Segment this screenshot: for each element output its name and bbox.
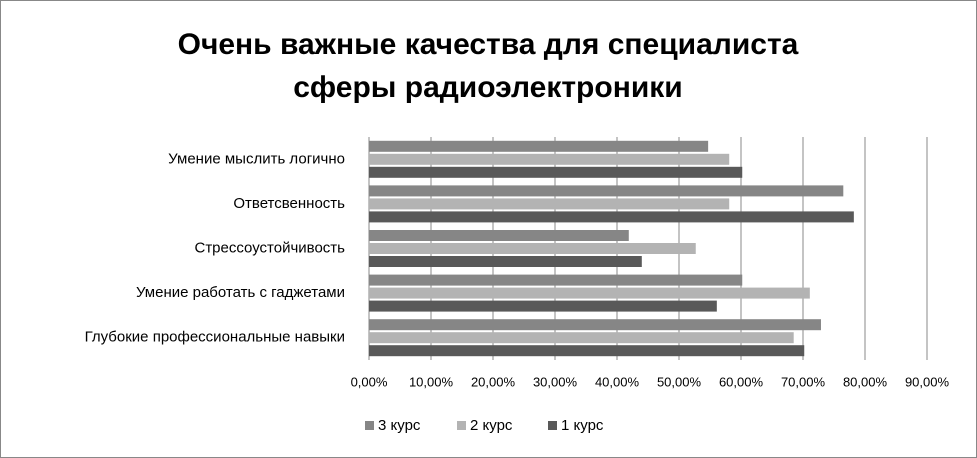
bar (369, 198, 730, 210)
x-tick-label: 70,00% (781, 374, 826, 389)
bar (369, 319, 821, 331)
legend-label: 1 курс (561, 417, 604, 434)
chart-title: Очень важные качества для специалиста (178, 28, 799, 61)
bar (369, 211, 854, 223)
y-tick-label: Ответсвенность (233, 195, 345, 212)
bar (369, 345, 805, 357)
bar (369, 140, 709, 152)
bar (369, 185, 844, 197)
chart-title: сферы радиоэлектроники (293, 71, 682, 104)
x-tick-label: 30,00% (533, 374, 578, 389)
y-tick-label: Глубокие профессиональные навыки (85, 329, 345, 346)
x-tick-label: 50,00% (657, 374, 702, 389)
legend-swatch (548, 421, 557, 430)
bar (369, 256, 642, 267)
bar (369, 153, 730, 165)
bar (369, 300, 717, 312)
bar (369, 243, 696, 254)
y-tick-label: Умение мыслить логично (168, 150, 345, 167)
legend-swatch (365, 421, 374, 430)
legend-label: 2 курс (470, 417, 513, 434)
bar (369, 332, 794, 344)
y-tick-label: Умение работать с гаджетами (136, 284, 345, 301)
bar (369, 230, 629, 241)
x-tick-label: 0,00% (351, 374, 388, 389)
x-tick-label: 60,00% (719, 374, 764, 389)
x-tick-label: 20,00% (471, 374, 516, 389)
legend-swatch (457, 421, 466, 430)
x-tick-label: 40,00% (595, 374, 640, 389)
bar (369, 166, 743, 178)
x-tick-label: 10,00% (409, 374, 454, 389)
legend-label: 3 курс (378, 417, 421, 434)
x-tick-label: 90,00% (905, 374, 950, 389)
y-tick-label: Стрессоустойчивость (194, 239, 345, 256)
bar (369, 274, 743, 286)
bar (369, 287, 810, 299)
x-tick-label: 80,00% (843, 374, 888, 389)
